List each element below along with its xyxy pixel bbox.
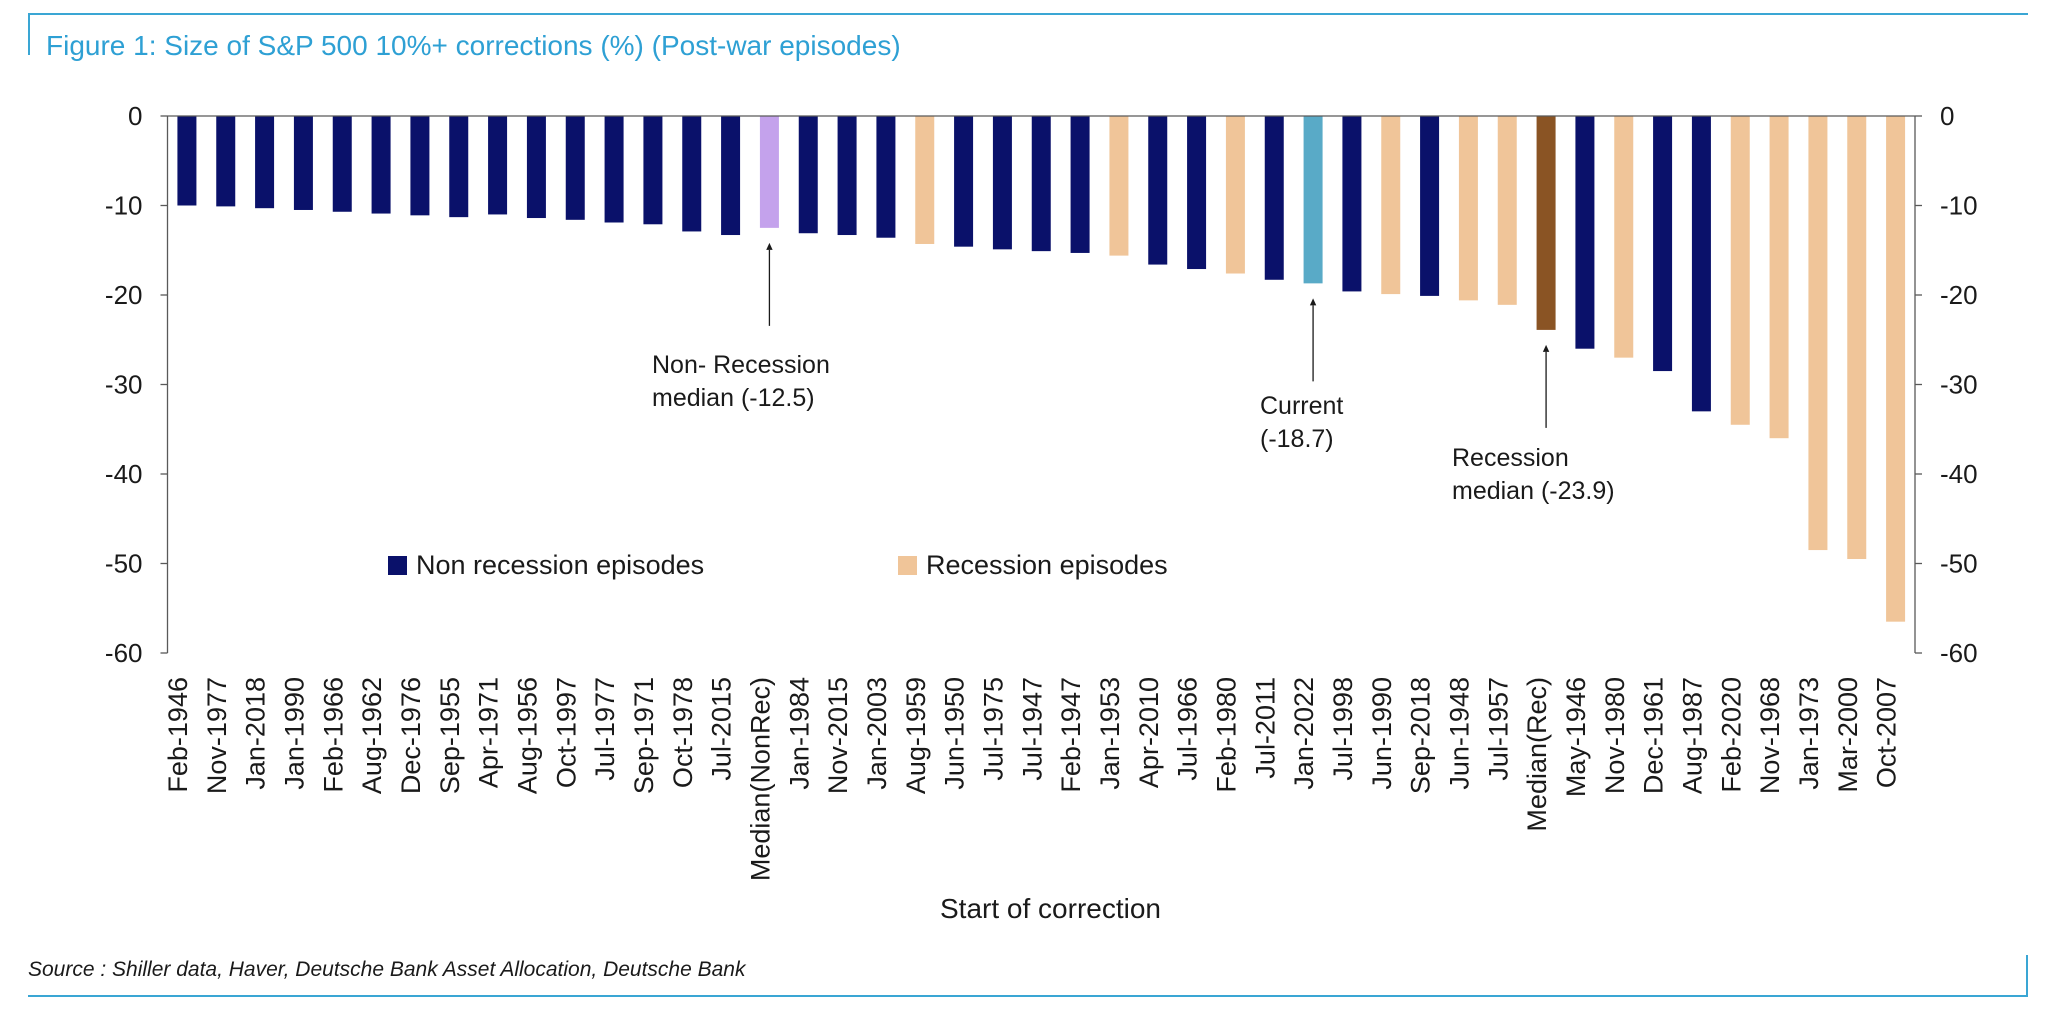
svg-text:0: 0 [1940,101,1954,131]
svg-text:May-1946: May-1946 [1561,677,1591,797]
svg-text:Feb-1946: Feb-1946 [163,677,193,793]
svg-text:Jan-2022: Jan-2022 [1289,677,1319,790]
svg-text:Dec-1976: Dec-1976 [396,677,426,794]
svg-text:Jan-2018: Jan-2018 [241,677,271,790]
svg-text:-20: -20 [1940,280,1978,310]
svg-text:-10: -10 [1940,191,1978,221]
svg-text:Jul-1957: Jul-1957 [1483,677,1513,781]
svg-text:Feb-2020: Feb-2020 [1716,677,1746,793]
svg-text:Jan-1990: Jan-1990 [279,677,309,790]
svg-text:-30: -30 [1940,370,1978,400]
svg-text:Aug-1987: Aug-1987 [1677,677,1707,794]
svg-text:Dec-1961: Dec-1961 [1639,677,1669,794]
svg-text:Nov-2015: Nov-2015 [823,677,853,794]
svg-text:Jan-1984: Jan-1984 [784,677,814,790]
svg-text:Jan-2003: Jan-2003 [862,677,892,790]
svg-text:Jul-1947: Jul-1947 [1017,677,1047,781]
svg-text:Jan-1953: Jan-1953 [1095,677,1125,790]
svg-text:Oct-1978: Oct-1978 [668,677,698,788]
svg-text:Jan-1973: Jan-1973 [1794,677,1824,790]
svg-text:Aug-1962: Aug-1962 [357,677,387,794]
svg-text:-50: -50 [1940,549,1978,579]
svg-text:Feb-1980: Feb-1980 [1211,677,1241,793]
svg-text:Jul-1966: Jul-1966 [1173,677,1203,781]
svg-text:-60: -60 [1940,638,1978,668]
svg-text:Nov-1977: Nov-1977 [202,677,232,794]
svg-text:Jul-1977: Jul-1977 [590,677,620,781]
svg-text:Aug-1959: Aug-1959 [901,677,931,794]
svg-text:Aug-1956: Aug-1956 [512,677,542,794]
svg-text:Jun-1990: Jun-1990 [1367,677,1397,790]
svg-text:Mar-2000: Mar-2000 [1833,677,1863,793]
svg-text:-10: -10 [105,191,143,221]
svg-text:Oct-1997: Oct-1997 [551,677,581,788]
svg-text:Feb-1966: Feb-1966 [318,677,348,793]
svg-text:-50: -50 [105,549,143,579]
svg-text:Jul-1998: Jul-1998 [1328,677,1358,781]
svg-text:Oct-2007: Oct-2007 [1872,677,1902,788]
svg-text:Median(NonRec): Median(NonRec) [745,677,775,881]
svg-text:Jul-2011: Jul-2011 [1250,677,1280,779]
svg-text:Jul-2015: Jul-2015 [707,677,737,781]
svg-text:Apr-1971: Apr-1971 [474,677,504,788]
svg-text:-40: -40 [105,459,143,489]
svg-text:-60: -60 [105,638,143,668]
svg-text:Sep-1971: Sep-1971 [629,677,659,794]
svg-text:-20: -20 [105,280,143,310]
svg-text:Nov-1968: Nov-1968 [1755,677,1785,794]
svg-text:Sep-1955: Sep-1955 [435,677,465,794]
svg-text:-30: -30 [105,370,143,400]
svg-text:Apr-2010: Apr-2010 [1134,677,1164,788]
svg-text:Jul-1975: Jul-1975 [978,677,1008,781]
svg-text:Jun-1950: Jun-1950 [940,677,970,790]
svg-text:Nov-1980: Nov-1980 [1600,677,1630,794]
svg-text:-40: -40 [1940,459,1978,489]
svg-text:Median(Rec): Median(Rec) [1522,677,1552,832]
svg-text:Sep-2018: Sep-2018 [1406,677,1436,794]
svg-text:Jun-1948: Jun-1948 [1444,677,1474,790]
svg-text:Feb-1947: Feb-1947 [1056,677,1086,793]
svg-text:0: 0 [128,101,142,131]
